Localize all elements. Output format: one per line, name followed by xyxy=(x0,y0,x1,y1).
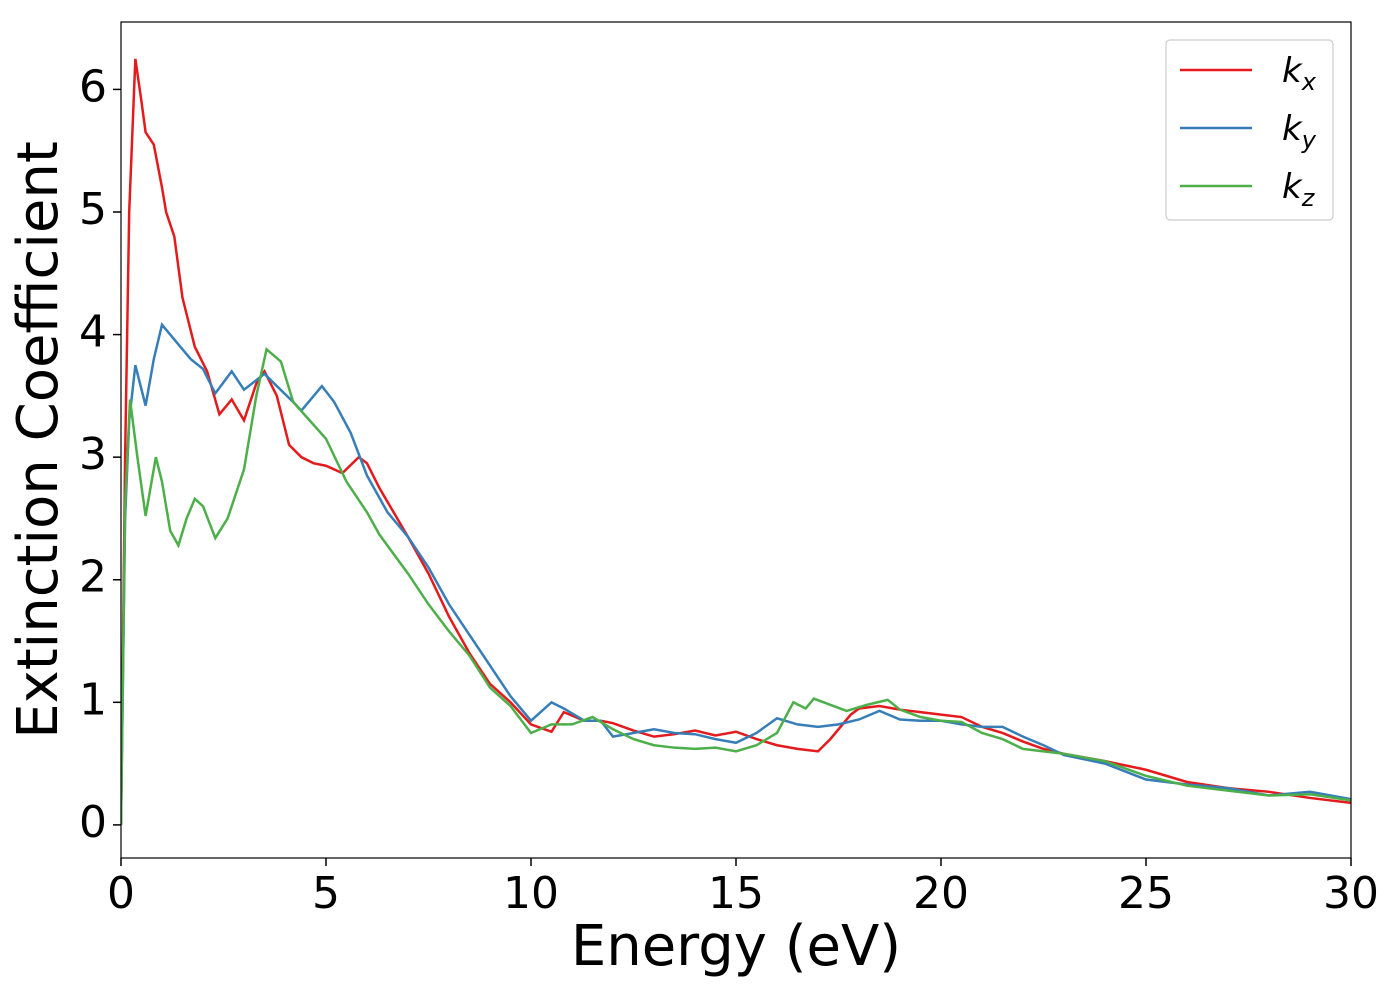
x-tick-label: 0 xyxy=(107,868,135,919)
x-tick-label: 15 xyxy=(708,868,764,919)
x-axis-label: Energy (eV) xyxy=(571,914,901,979)
y-axis-label: Extinction Coefficient xyxy=(6,141,71,739)
x-tick-label: 25 xyxy=(1118,868,1174,919)
y-tick-label: 5 xyxy=(79,184,107,235)
series-line xyxy=(121,322,1351,825)
legend-label: kz xyxy=(1282,167,1316,212)
legend-box xyxy=(1165,39,1334,221)
x-tick-label: 10 xyxy=(503,868,559,919)
x-tick-label: 5 xyxy=(312,868,340,919)
series-line xyxy=(121,58,1351,825)
y-tick-label: 1 xyxy=(79,674,107,725)
plot-frame xyxy=(120,21,1352,859)
y-tick-label: 4 xyxy=(79,307,107,358)
legend-label: kx xyxy=(1282,51,1317,96)
x-tick-label: 30 xyxy=(1323,868,1379,919)
x-tick-label: 20 xyxy=(913,868,969,919)
y-tick-label: 6 xyxy=(79,61,107,112)
y-tick-label: 3 xyxy=(79,429,107,480)
y-tick-label: 2 xyxy=(79,552,107,603)
legend-label: ky xyxy=(1282,109,1317,154)
y-tick-label: 0 xyxy=(79,797,107,848)
series-line xyxy=(121,346,1351,825)
